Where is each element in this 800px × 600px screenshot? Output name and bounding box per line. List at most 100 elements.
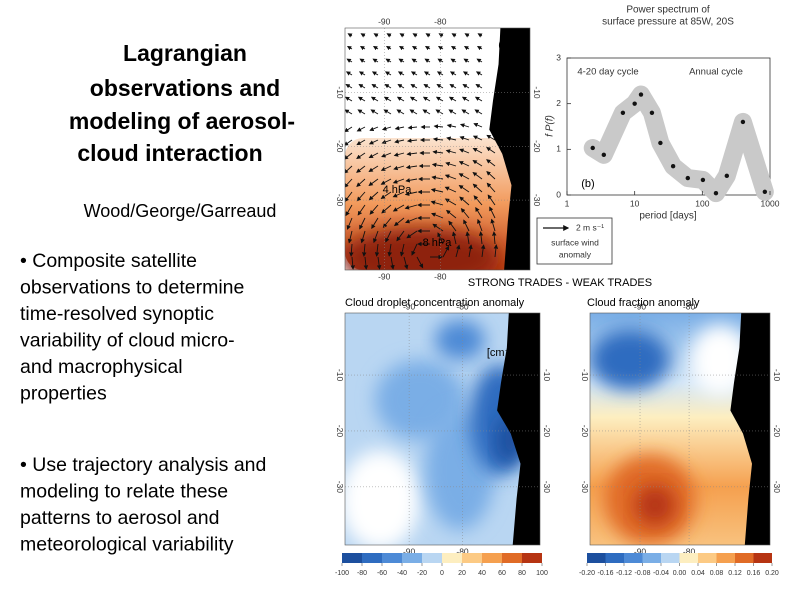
y-tick-label: -30	[335, 481, 345, 494]
wind-arrow	[462, 71, 470, 76]
wind-arrow	[437, 45, 444, 51]
wind-arrow	[345, 178, 353, 188]
bullet-list: • Composite satellite observations to det…	[20, 250, 266, 556]
wind-arrow	[359, 45, 366, 51]
bullet-line: and macrophysical	[20, 356, 183, 378]
wind-arrow	[475, 84, 483, 89]
colorbar-tick-label: 20	[458, 570, 466, 577]
panel-label: (a)	[498, 39, 511, 51]
title-line: cloud interaction	[77, 140, 262, 166]
annotation: 4-20 day cycle	[577, 67, 638, 78]
map-frame	[344, 312, 541, 546]
field-blob	[345, 450, 420, 545]
wind-arrow	[446, 136, 457, 141]
colorbar-swatch	[522, 553, 542, 563]
bullet-line: meteorological variability	[20, 534, 234, 556]
wind-arrow	[361, 243, 367, 257]
wind-arrow	[462, 84, 470, 89]
bullet-line: time-resolved synoptic	[20, 303, 214, 325]
wind-arrow	[397, 84, 405, 89]
wind-arrow	[490, 218, 496, 232]
x-tick-label: -80	[434, 271, 447, 281]
wind-arrow	[374, 243, 380, 257]
wind-arrow	[461, 96, 470, 102]
data-point	[740, 119, 746, 125]
wind-arrow	[463, 58, 470, 63]
bullet-line: properties	[20, 383, 107, 405]
data-point	[670, 164, 676, 169]
wind-arrow	[392, 178, 405, 184]
dynamic-layer: -90 -90 -80 -80 -10 -10 -20 -20 -30 -30 (a) -90 -90 -…	[335, 5, 782, 577]
wind-legend-scale: 2 m s⁻¹	[576, 222, 604, 232]
colorbar-tick-label: 0.04	[691, 570, 705, 577]
wind-arrow	[472, 135, 483, 141]
colorbar-tick-label: -0.08	[635, 570, 651, 577]
wind-arrow	[458, 161, 470, 167]
wind-arrow	[448, 220, 457, 232]
wind-arrow	[473, 122, 483, 128]
wind-arrow	[431, 162, 444, 168]
wind-arrow	[356, 178, 366, 188]
wind-arrow	[404, 191, 418, 196]
map-frame	[589, 312, 771, 546]
x-tick-label: -80	[683, 301, 696, 311]
wind-arrow	[381, 152, 392, 158]
colorbar-tick-label: -0.04	[653, 570, 669, 577]
colorbar-swatch	[462, 553, 482, 563]
wind-arrow	[357, 96, 366, 102]
colorbar-tick-label: 0.00	[673, 570, 687, 577]
wind-arrow	[356, 126, 366, 132]
y-tick-label: -30	[335, 194, 345, 207]
wind-arrow	[458, 185, 470, 193]
wind-arrow	[345, 191, 353, 203]
wind-arrow	[405, 178, 418, 183]
wind-arrow	[387, 243, 392, 257]
wind-arrow	[406, 138, 418, 143]
wind-arrow	[360, 230, 366, 244]
bullet-line: observations to determine	[20, 277, 244, 299]
wind-arrow	[436, 84, 444, 89]
wind-arrow	[376, 256, 382, 270]
y-tick-label: 1	[556, 144, 561, 154]
y-tick-label: -20	[532, 140, 542, 153]
bullet-line: • Use trajectory analysis and	[20, 454, 266, 476]
wind-arrow	[489, 206, 496, 219]
y-tick-label: 2	[556, 98, 561, 108]
confidence-band	[583, 85, 774, 203]
wind-arrow	[477, 33, 483, 38]
wind-arrow	[475, 71, 483, 76]
wind-arrow	[356, 152, 366, 159]
wind-arrow	[381, 126, 392, 131]
wind-arrow	[384, 71, 392, 76]
wind-arrow	[410, 71, 418, 76]
wind-arrow	[449, 84, 457, 89]
wind-arrow	[368, 152, 379, 159]
wind-arrow	[356, 191, 366, 202]
wind-arrow	[385, 45, 392, 51]
wind-arrow	[472, 160, 483, 167]
wind-arrow	[345, 139, 353, 146]
wind-arrow	[347, 230, 353, 244]
colorbar-tick-label: 80	[518, 570, 526, 577]
wind-arrow	[459, 196, 470, 206]
wind-arrow	[446, 123, 457, 129]
panel-label: (b)	[581, 178, 594, 190]
wind-arrow	[382, 217, 392, 228]
wind-arrow	[357, 204, 366, 216]
wind-arrow	[448, 96, 457, 102]
wind-arrow	[371, 217, 379, 229]
wind-arrow	[407, 125, 418, 130]
bullet-line: variability of cloud micro-	[20, 330, 235, 352]
wind-arrow	[385, 230, 392, 243]
y-tick-label: -30	[580, 481, 590, 494]
wind-arrow	[411, 243, 418, 256]
colorbar-swatch	[679, 553, 698, 563]
colorbar-tick-label: 60	[498, 570, 506, 577]
y-tick-label: -10	[772, 369, 782, 382]
section-heading: STRONG TRADES - WEAK TRADES	[468, 277, 652, 289]
wind-arrow	[493, 244, 499, 258]
x-tick-label: -90	[403, 546, 416, 556]
contour-label: 8 hPa	[423, 237, 453, 249]
wind-arrow	[398, 45, 405, 51]
y-axis-label: f P(f)	[545, 115, 556, 137]
